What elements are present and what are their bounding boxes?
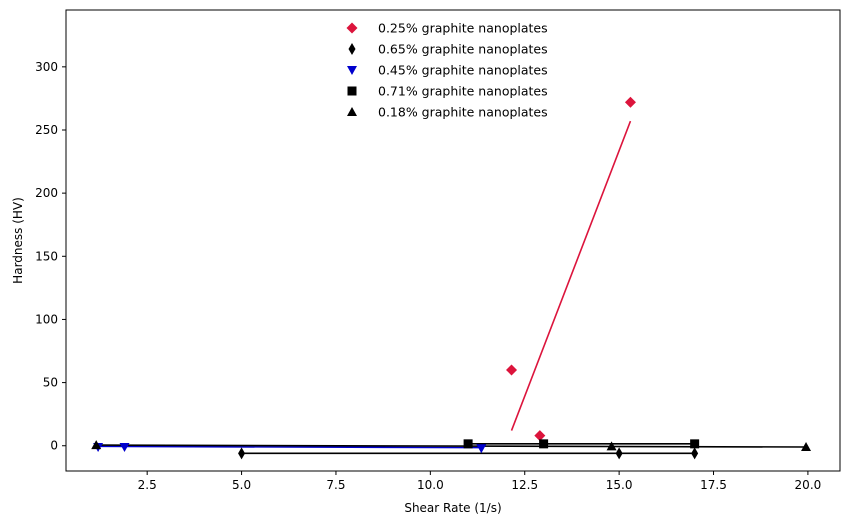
data-point-series-5 bbox=[801, 442, 812, 452]
x-tick-label: 20.0 bbox=[795, 478, 822, 492]
y-tick-label: 250 bbox=[35, 123, 58, 137]
legend-marker bbox=[346, 22, 358, 34]
data-point-series-3 bbox=[476, 444, 487, 454]
fit-line-series-5 bbox=[96, 444, 807, 448]
fit-line-series-3 bbox=[98, 445, 482, 449]
legend-label: 0.18% graphite nanoplates bbox=[378, 105, 548, 120]
legend-marker bbox=[347, 107, 357, 116]
fit-lines bbox=[96, 120, 807, 455]
data-point-series-5 bbox=[91, 440, 102, 450]
x-axis-ticks: 2.5 5.0 7.5 10.0 12.5 15.0 17.5 20.0 bbox=[138, 471, 822, 492]
x-axis-title: Shear Rate (1/s) bbox=[404, 501, 501, 515]
legend-item: 0.18% graphite nanoplates bbox=[347, 105, 548, 120]
data-point-series-4 bbox=[539, 439, 549, 449]
data-point-series-1 bbox=[534, 430, 546, 442]
data-point-series-3 bbox=[119, 443, 130, 453]
fit-line-series-1 bbox=[510, 120, 632, 431]
y-tick-label: 0 bbox=[50, 439, 58, 453]
data-point-series-4 bbox=[463, 439, 473, 449]
data-point-series-2 bbox=[238, 447, 246, 460]
y-tick-label: 50 bbox=[43, 376, 58, 390]
y-axis-title: Hardness (HV) bbox=[11, 197, 25, 284]
legend-item: 0.25% graphite nanoplates bbox=[346, 21, 548, 36]
y-axis-ticks: 0 50 100 150 200 250 300 bbox=[35, 60, 66, 453]
x-tick-label: 7.5 bbox=[326, 478, 345, 492]
plot-frame bbox=[65, 9, 841, 472]
legend-item: 0.71% graphite nanoplates bbox=[347, 84, 548, 99]
data-markers bbox=[91, 96, 812, 460]
y-tick-label: 300 bbox=[35, 60, 58, 74]
x-tick-label: 17.5 bbox=[700, 478, 727, 492]
legend-marker bbox=[347, 86, 357, 96]
y-tick-label: 100 bbox=[35, 312, 58, 326]
legend: 0.25% graphite nanoplates 0.65% graphite … bbox=[346, 21, 548, 120]
legend-item: 0.45% graphite nanoplates bbox=[347, 63, 548, 78]
x-tick-label: 10.0 bbox=[417, 478, 444, 492]
legend-item: 0.65% graphite nanoplates bbox=[348, 42, 548, 57]
legend-marker bbox=[347, 66, 357, 75]
data-point-series-2 bbox=[615, 447, 623, 460]
x-tick-label: 15.0 bbox=[606, 478, 633, 492]
legend-marker bbox=[348, 43, 356, 55]
x-tick-label: 5.0 bbox=[232, 478, 251, 492]
legend-label: 0.71% graphite nanoplates bbox=[378, 84, 548, 99]
data-point-series-2 bbox=[691, 447, 699, 460]
plot-area bbox=[65, 9, 841, 472]
x-tick-label: 12.5 bbox=[511, 478, 538, 492]
data-point-series-1 bbox=[506, 364, 518, 376]
data-point-series-4 bbox=[690, 439, 700, 449]
legend-label: 0.25% graphite nanoplates bbox=[378, 21, 548, 36]
y-tick-label: 150 bbox=[35, 249, 58, 263]
data-point-series-1 bbox=[624, 96, 636, 108]
data-point-series-5 bbox=[606, 441, 617, 451]
legend-label: 0.45% graphite nanoplates bbox=[378, 63, 548, 78]
x-tick-label: 2.5 bbox=[138, 478, 157, 492]
legend-label: 0.65% graphite nanoplates bbox=[378, 42, 548, 57]
y-tick-label: 200 bbox=[35, 186, 58, 200]
